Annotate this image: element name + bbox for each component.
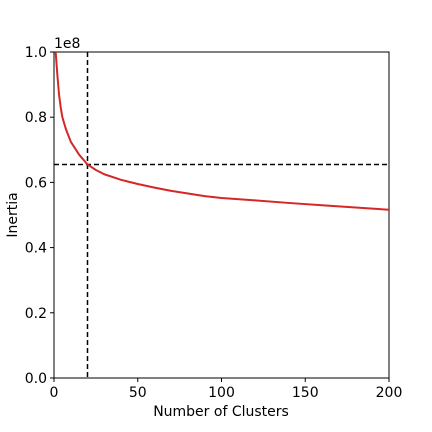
x-tick-label: 200 (376, 385, 403, 401)
inertia-series-line (54, 51, 390, 211)
series-layer (54, 51, 390, 211)
reference-lines (54, 52, 389, 378)
y-tick-label: 0.2 (25, 306, 47, 322)
x-axis-label: Number of Clusters (153, 404, 289, 420)
axes-frame (53, 51, 390, 379)
x-axis-ticks: 0 50 100 150 200 (50, 378, 403, 401)
y-axis-ticks: 0.0 0.2 0.4 0.6 0.8 1.0 (25, 45, 54, 387)
y-tick-label: 0.6 (25, 175, 47, 191)
x-tick-label: 0 (50, 385, 59, 401)
y-tick-label: 1.0 (25, 45, 47, 61)
y-offset-label: 1e8 (54, 36, 80, 52)
y-tick-label: 0.8 (25, 110, 47, 126)
x-tick-label: 150 (292, 385, 319, 401)
y-tick-label: 0.4 (25, 241, 47, 257)
x-tick-label: 100 (208, 385, 235, 401)
y-axis-label: Inertia (5, 192, 21, 237)
y-tick-label: 0.0 (25, 371, 47, 387)
plot-area (53, 51, 390, 379)
x-tick-label: 50 (129, 385, 147, 401)
